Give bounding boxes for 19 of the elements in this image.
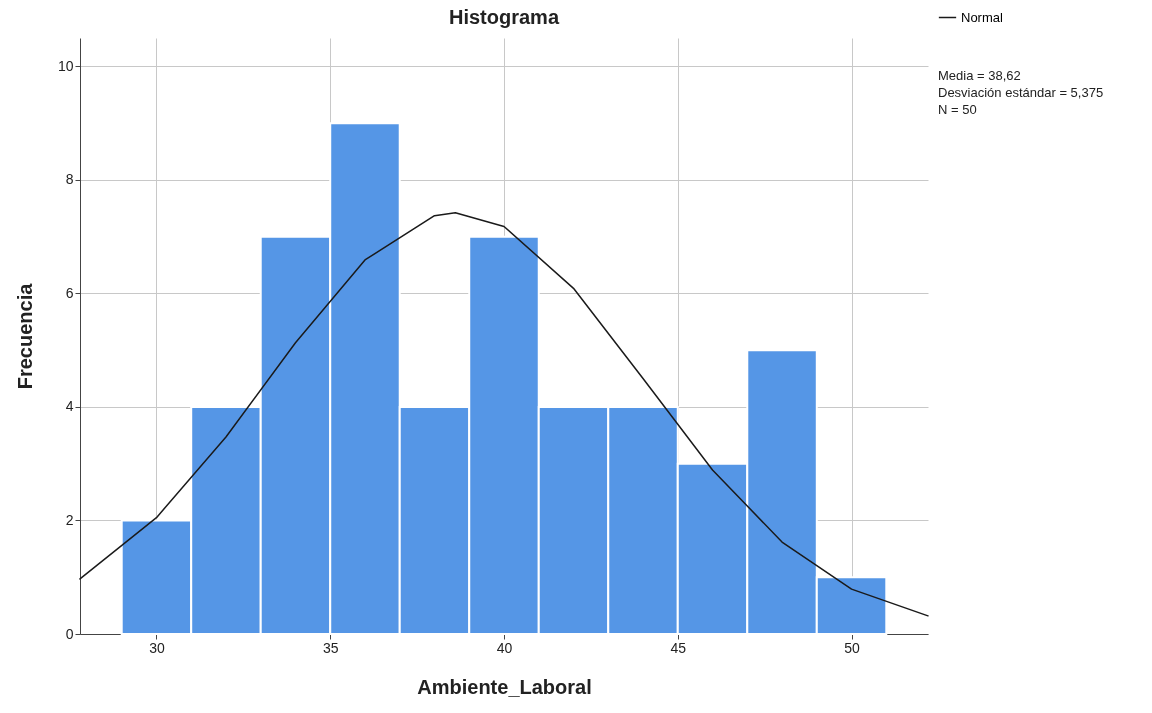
y-axis-title: Frecuencia <box>13 282 36 390</box>
chart-title: Histograma <box>448 6 560 28</box>
text: Desviación estándar = 5,375 <box>938 85 1104 100</box>
y-tick-label: 4 <box>65 398 74 415</box>
y-tick-label: 6 <box>65 284 74 301</box>
line-series <box>79 212 929 617</box>
y-tick-label: 10 <box>57 57 74 74</box>
y-tick-label: 8 <box>65 171 74 188</box>
x-tick-label: 45 <box>670 639 687 656</box>
x-tick-label: 35 <box>322 639 339 656</box>
y-tick-label: 0 <box>65 625 74 642</box>
x-tick-label: 50 <box>844 639 861 656</box>
x-tick-label: 40 <box>496 639 513 656</box>
x-tick-label: 30 <box>149 639 165 656</box>
text: N = 50 <box>938 102 977 117</box>
x-axis-title: Ambiente_Laboral <box>417 675 592 698</box>
y-tick-label: 2 <box>65 511 74 528</box>
text: Media = 38,62 <box>938 68 1021 83</box>
legend-label: Normal <box>961 9 1004 25</box>
